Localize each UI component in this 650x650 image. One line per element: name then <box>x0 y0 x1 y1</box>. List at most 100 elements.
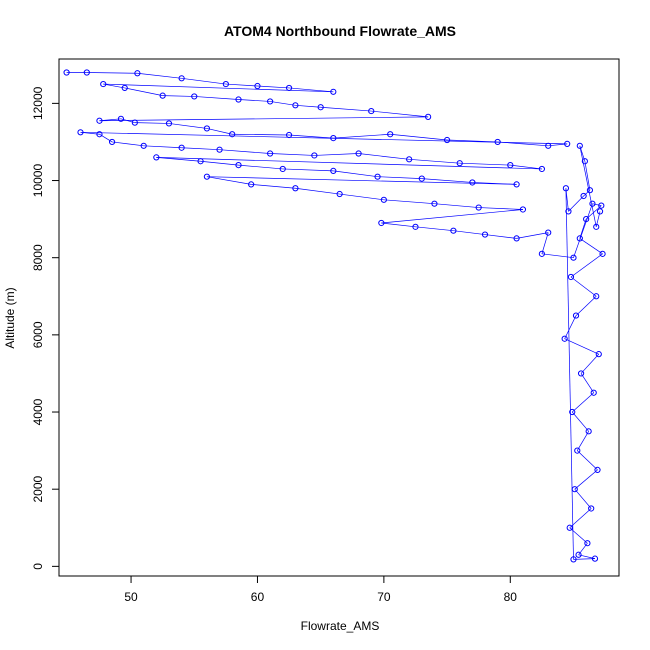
data-point <box>248 181 255 188</box>
data-point <box>456 160 463 167</box>
data-point <box>285 84 293 92</box>
series-line-segment <box>314 153 359 156</box>
series-line-segment <box>194 96 239 100</box>
data-point <box>585 428 592 435</box>
series-line-segment <box>206 176 517 185</box>
y-tick-label: 0 <box>31 563 45 570</box>
series-line-segment <box>200 160 239 166</box>
series-line-segment <box>333 133 391 139</box>
data-point <box>599 250 606 257</box>
series-line-segment <box>358 153 410 160</box>
series-line-segment <box>206 128 233 135</box>
data-point <box>178 75 185 82</box>
data-point <box>469 179 476 186</box>
data-point <box>165 120 173 127</box>
data-point <box>108 138 116 146</box>
series-line-segment <box>181 77 226 85</box>
series-line-segment <box>137 72 182 79</box>
series-line-segment <box>270 101 296 106</box>
series-line-segment <box>565 188 574 560</box>
series-line-segment <box>333 170 378 178</box>
series-line-segment <box>447 139 498 143</box>
data-point <box>584 540 591 547</box>
data-point <box>292 185 299 192</box>
series-line-segment <box>377 176 422 179</box>
data-point <box>571 486 578 493</box>
x-tick-label: 50 <box>124 590 138 604</box>
series-line-segment <box>339 193 384 201</box>
data-point <box>538 250 545 257</box>
series-line-segment <box>168 123 207 129</box>
data-point <box>330 88 337 95</box>
data-point <box>77 129 84 136</box>
series-line-segment <box>409 158 460 164</box>
data-point <box>178 144 185 151</box>
data-point <box>292 102 299 109</box>
y-tick-label: 10000 <box>31 164 45 198</box>
series-line-segment <box>510 164 542 170</box>
series-line-segment <box>206 176 252 185</box>
x-tick-label: 70 <box>377 590 391 604</box>
data-point <box>121 84 128 92</box>
data-point <box>140 142 147 149</box>
data-point <box>285 131 293 139</box>
series-line-segment <box>289 87 334 93</box>
series-line-segment <box>134 122 169 124</box>
y-tick-label: 8000 <box>31 244 45 271</box>
data-point <box>576 142 583 149</box>
data-point <box>586 187 594 194</box>
data-point <box>412 223 419 230</box>
data-point <box>83 69 90 76</box>
data-point <box>494 138 501 146</box>
series-line-segment <box>565 188 569 212</box>
series-points <box>63 69 606 563</box>
series-line-segment <box>238 99 271 102</box>
series-line-segment <box>282 168 334 172</box>
series-line-segment <box>320 106 372 112</box>
data-point <box>570 556 577 563</box>
y-axis: 0 2000 4000 6000 8000 10000 12000 <box>31 86 60 570</box>
data-point <box>583 216 590 223</box>
data-point <box>330 134 337 142</box>
series-line-segment <box>592 203 602 206</box>
data-point <box>374 173 381 180</box>
series-line-segment <box>579 145 597 227</box>
data-point <box>561 335 568 342</box>
data-point <box>475 204 482 211</box>
data-point <box>574 447 581 454</box>
x-axis: 50 60 70 80 <box>124 575 517 604</box>
data-point <box>513 235 520 242</box>
y-tick-label: 6000 <box>31 321 45 348</box>
series-line-segment <box>574 469 598 490</box>
series-line-segment <box>225 83 258 87</box>
data-point <box>576 235 583 242</box>
data-point <box>96 117 103 124</box>
data-point <box>593 223 600 230</box>
data-point <box>596 208 604 215</box>
series-line-segment <box>381 222 416 228</box>
series-line-segment <box>516 232 549 239</box>
series-line-segment <box>564 315 577 339</box>
data-point <box>569 408 576 416</box>
series-lines <box>66 72 603 560</box>
data-point <box>387 131 394 138</box>
series-line-segment <box>478 207 523 210</box>
data-point <box>513 181 520 188</box>
data-point <box>588 505 595 512</box>
series-line-segment <box>585 205 602 220</box>
y-tick-label: 2000 <box>31 476 45 503</box>
series-line-segment <box>573 558 595 560</box>
series-line-segment <box>219 149 271 154</box>
data-point <box>311 152 318 159</box>
data-point <box>418 175 425 182</box>
data-point <box>598 202 605 209</box>
data-point <box>593 293 600 300</box>
series-line-segment <box>99 118 121 122</box>
x-axis-label: Flowrate_AMS <box>301 619 380 633</box>
data-point <box>443 136 451 144</box>
y-tick-label: 4000 <box>31 398 45 425</box>
data-point <box>406 156 413 163</box>
series-line-segment <box>371 110 429 118</box>
data-point <box>590 389 597 396</box>
series-line-segment <box>143 145 182 149</box>
